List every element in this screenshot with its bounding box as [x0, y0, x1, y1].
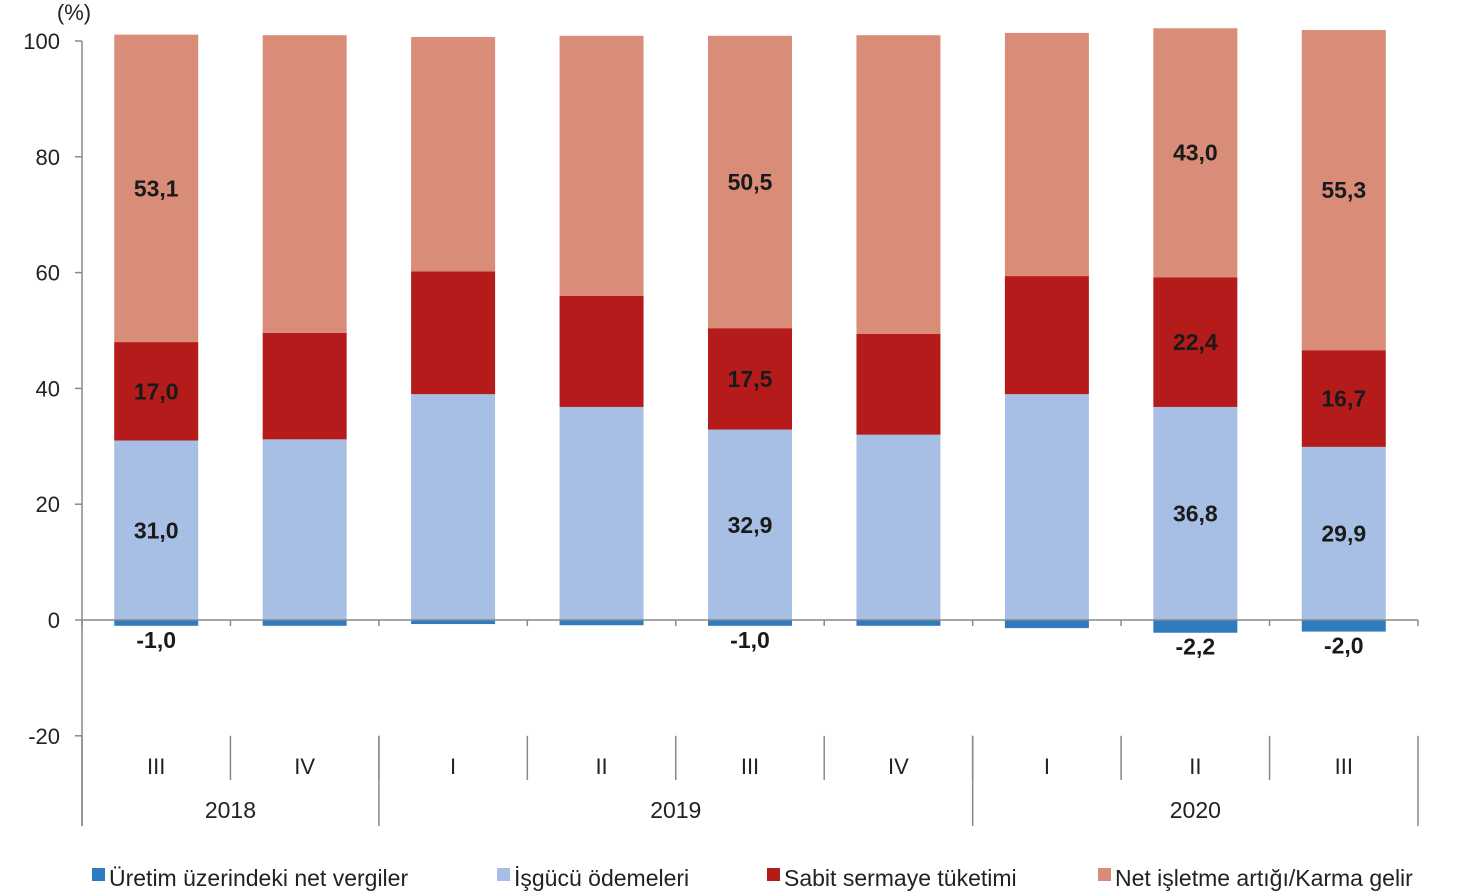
y-axis: 100 80 60 40 20 0 -20 [23, 29, 83, 826]
data-label: 55,3 [1321, 177, 1366, 203]
bar-segment [114, 620, 199, 626]
legend-label: Sabit sermaye tüketimi [784, 865, 1017, 891]
bar-segment [114, 34, 199, 343]
bar-segment [856, 434, 941, 620]
quarter-label: II [595, 754, 607, 779]
bar-segment [559, 295, 644, 407]
bar-segment [856, 620, 941, 626]
y-tick-label: -20 [28, 724, 60, 749]
bar-segment [708, 328, 792, 430]
quarter-label: IV [294, 754, 315, 779]
bar-segment [411, 36, 496, 272]
data-label: 36,8 [1173, 500, 1218, 526]
data-label: 50,5 [728, 169, 773, 195]
bar-segment [856, 35, 941, 334]
year-label: 2019 [650, 797, 701, 823]
data-label: -1,0 [730, 627, 770, 653]
data-label: 53,1 [134, 175, 179, 201]
bar-segment [262, 439, 347, 620]
data-label: 17,5 [728, 366, 773, 392]
bar-segment [708, 429, 792, 620]
data-label: 43,0 [1173, 140, 1218, 166]
year-label: 2018 [205, 797, 256, 823]
bar-segment [411, 271, 496, 395]
bar-segment [1004, 276, 1089, 395]
bar-segment [1301, 446, 1386, 620]
data-label: 32,9 [728, 512, 773, 538]
legend-swatch [497, 868, 510, 881]
bar-segment [262, 35, 347, 333]
bar-segment [1004, 620, 1089, 629]
quarter-label: I [450, 754, 456, 779]
quarter-label: I [1044, 754, 1050, 779]
bar-segment [262, 620, 347, 626]
quarter-label: III [1335, 754, 1353, 779]
data-label: -2,2 [1176, 634, 1216, 660]
y-tick-label: 40 [36, 376, 60, 401]
legend: Üretim üzerindeki net vergiler İşgücü öde… [92, 865, 1413, 891]
bar-segment [1004, 394, 1089, 620]
y-tick-label: 20 [36, 492, 60, 517]
y-tick-label: 60 [36, 261, 60, 286]
unit-label: (%) [57, 0, 91, 25]
data-label: 29,9 [1321, 520, 1366, 546]
bar-segment [1301, 29, 1386, 351]
legend-swatch [1098, 868, 1111, 881]
bar-segment [708, 35, 792, 329]
year-label: 2020 [1170, 797, 1221, 823]
bar-segment [1301, 350, 1386, 447]
bar-segment [262, 332, 347, 440]
bar-segment [559, 620, 644, 626]
bar-segment [1153, 620, 1238, 633]
legend-swatch [767, 868, 780, 881]
bar-segment [114, 342, 199, 441]
legend-label: Net işletme artığı/Karma gelir [1115, 865, 1413, 891]
quarter-label: III [147, 754, 165, 779]
data-label: 31,0 [134, 517, 179, 543]
quarter-label: II [1189, 754, 1201, 779]
legend-label: İşgücü ödemeleri [514, 865, 689, 891]
y-tick-label: 80 [36, 145, 60, 170]
legend-label: Üretim üzerindeki net vergiler [109, 865, 408, 891]
bar-segment [1004, 32, 1089, 277]
quarter-label: III [741, 754, 759, 779]
bar-segment [559, 35, 644, 296]
bar-segment [1153, 28, 1238, 278]
data-label: -1,0 [136, 627, 176, 653]
bar-segment [856, 333, 941, 435]
bar-segment [1153, 406, 1238, 620]
bar-segment [411, 620, 496, 625]
bar-segment [114, 440, 199, 620]
bar-segment [1153, 277, 1238, 407]
data-label: -2,0 [1324, 633, 1364, 659]
legend-swatch [92, 868, 105, 881]
data-label: 16,7 [1321, 386, 1366, 412]
bar-segment [411, 394, 496, 620]
bar-segment [1301, 620, 1386, 632]
y-tick-label: 100 [23, 29, 60, 54]
bars [114, 28, 1386, 633]
quarter-label: IV [888, 754, 909, 779]
data-label: 17,0 [134, 378, 179, 404]
y-tick-label: 0 [48, 608, 60, 633]
data-label: 22,4 [1173, 329, 1218, 355]
data-labels: -1,0 31,0 17,0 53,1 -1,0 32,9 17,5 50,5 -2,2 36,8… [134, 140, 1366, 660]
bar-segment [559, 406, 644, 620]
bar-segment [708, 620, 792, 626]
